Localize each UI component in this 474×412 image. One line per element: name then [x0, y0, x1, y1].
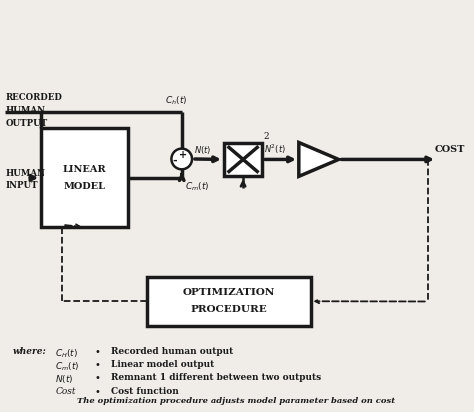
Text: $N(t)$: $N(t)$: [194, 144, 211, 156]
Text: Recorded human output: Recorded human output: [111, 347, 234, 356]
Text: $C_H(t)$: $C_H(t)$: [55, 347, 78, 360]
Text: HUMAN: HUMAN: [5, 106, 45, 115]
Text: •: •: [94, 386, 100, 397]
Circle shape: [172, 149, 192, 169]
Text: $C_m(t)$: $C_m(t)$: [55, 360, 80, 373]
Text: $C_m(t)$: $C_m(t)$: [185, 180, 210, 193]
Bar: [146, 276, 310, 326]
Text: •: •: [94, 360, 100, 370]
Text: Cost function: Cost function: [111, 386, 179, 396]
Text: INPUT: INPUT: [5, 181, 38, 190]
Bar: [41, 129, 128, 227]
Text: COST: COST: [435, 145, 465, 154]
Text: +: +: [179, 150, 187, 160]
Text: Linear model output: Linear model output: [111, 360, 215, 369]
Text: The optimization procedure adjusts model parameter based on cost: The optimization procedure adjusts model…: [76, 397, 395, 405]
Text: Remnant 1 different between two outputs: Remnant 1 different between two outputs: [111, 373, 321, 382]
Text: $N^2(t)$: $N^2(t)$: [264, 143, 286, 156]
Text: LINEAR: LINEAR: [63, 165, 106, 174]
Text: •: •: [94, 347, 100, 357]
Text: OUTPUT: OUTPUT: [5, 119, 47, 128]
Text: MODEL: MODEL: [64, 182, 106, 191]
Text: $C_h(t)$: $C_h(t)$: [165, 95, 188, 107]
Text: •: •: [94, 373, 100, 384]
Text: HUMAN: HUMAN: [5, 169, 45, 178]
Text: $N(t)$: $N(t)$: [55, 373, 74, 386]
Polygon shape: [299, 143, 338, 176]
Bar: [224, 143, 262, 176]
Text: PROCEDURE: PROCEDURE: [190, 305, 267, 314]
Text: Cost: Cost: [55, 386, 76, 396]
Text: 2: 2: [264, 132, 269, 141]
Text: OPTIMIZATION: OPTIMIZATION: [182, 288, 275, 297]
Text: -: -: [173, 155, 177, 165]
Text: RECORDED: RECORDED: [5, 93, 62, 102]
Text: where:: where:: [13, 347, 47, 356]
